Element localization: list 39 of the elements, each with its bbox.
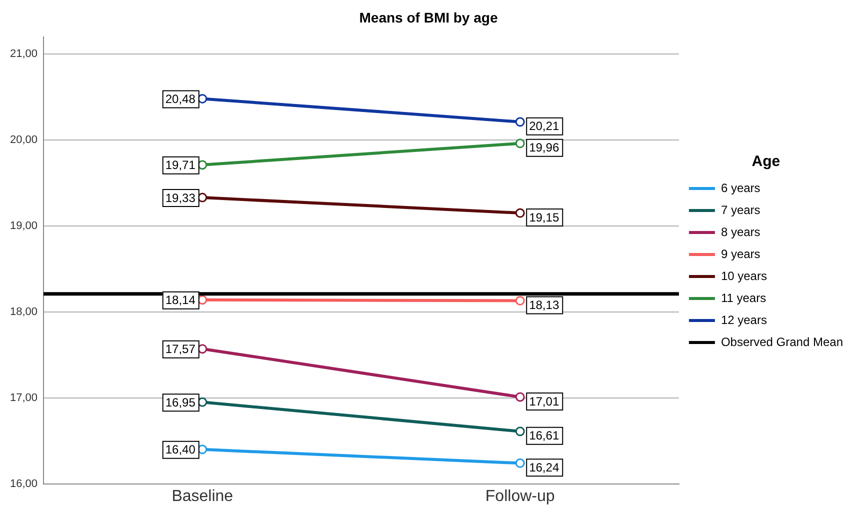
- legend-title: Age: [752, 153, 780, 170]
- legend-label: 6 years: [720, 180, 760, 195]
- y-tick-label: 16,00: [10, 478, 38, 490]
- y-tick-label: 18,00: [10, 306, 38, 318]
- point: [515, 208, 525, 218]
- data-label: 18,14: [165, 293, 196, 308]
- y-tick-label: 21,00: [10, 48, 38, 60]
- point: [515, 117, 525, 127]
- data-label: 16,61: [529, 428, 560, 443]
- legend-label: 11 years: [720, 290, 766, 305]
- data-label: 18,13: [529, 298, 560, 312]
- legend-label: 10 years: [720, 268, 767, 283]
- data-label: 16,95: [165, 395, 196, 410]
- data-label: 19,96: [529, 140, 560, 155]
- legend-label: 8 years: [720, 224, 760, 239]
- data-label: 19,15: [529, 210, 560, 224]
- point: [515, 296, 525, 306]
- point: [515, 458, 525, 468]
- data-label: 19,71: [165, 158, 196, 172]
- y-tick-label: 20,00: [10, 134, 38, 146]
- legend-label: 12 years: [720, 312, 767, 327]
- data-label: 20,48: [165, 92, 196, 106]
- legend-label: 9 years: [720, 246, 760, 261]
- chart-title: Means of BMI by age: [359, 9, 498, 26]
- x-tick-label: Baseline: [172, 488, 234, 505]
- y-tick-label: 19,00: [10, 220, 38, 232]
- legend-label: Observed Grand Mean: [720, 334, 843, 349]
- data-label: 17,01: [529, 394, 560, 408]
- point: [515, 426, 525, 436]
- point: [515, 392, 525, 402]
- data-label: 19,33: [165, 190, 196, 205]
- legend-label: 7 years: [720, 202, 760, 217]
- y-tick-label: 17,00: [10, 392, 38, 404]
- data-label: 16,40: [165, 442, 196, 457]
- point: [515, 138, 525, 148]
- data-label: 16,24: [529, 460, 560, 474]
- data-label: 20,21: [529, 119, 560, 134]
- x-tick-label: Follow-up: [485, 488, 555, 505]
- data-label: 17,57: [165, 342, 196, 356]
